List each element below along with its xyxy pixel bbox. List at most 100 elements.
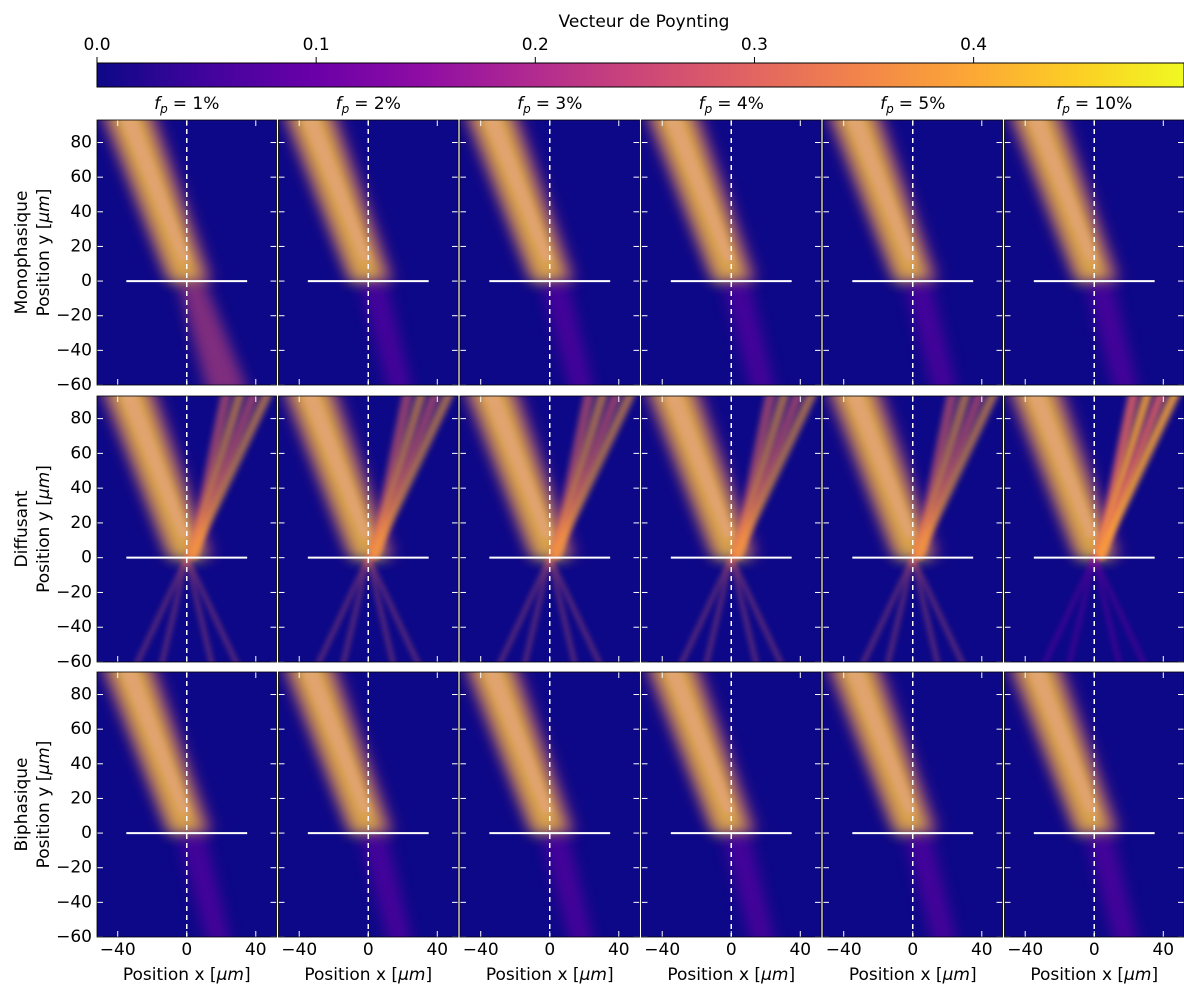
title-subscript: p: [159, 102, 168, 116]
scattered-beam: [186, 396, 259, 558]
panel: [97, 672, 277, 937]
transmitted-beam: [1085, 281, 1137, 385]
x-tick-label: 0: [181, 940, 192, 960]
title-value: = 3%: [536, 94, 583, 114]
column-title: fp = 1%: [154, 94, 219, 116]
scattered-beam: [549, 396, 595, 558]
y-label-part: μm: [34, 472, 54, 500]
x-tick-label: −40: [281, 940, 317, 960]
x-label-part: ]: [970, 965, 977, 985]
transmitted-ray: [911, 557, 939, 662]
scattered-beam: [731, 396, 776, 558]
panel: [460, 396, 640, 662]
y-tick-label: 20: [70, 788, 92, 808]
title-value: = 10%: [1075, 94, 1132, 114]
panel: [1004, 396, 1184, 662]
x-label-part: μm: [760, 965, 788, 985]
x-tick-label: 40: [608, 940, 630, 960]
column-title: fp = 2%: [336, 94, 401, 116]
scattered-beam: [731, 396, 817, 558]
y-tick-label: −20: [56, 306, 92, 326]
colorbar-tick-label: 0.0: [83, 35, 110, 55]
x-label-part: μm: [216, 965, 244, 985]
scattered-beam: [549, 396, 608, 558]
x-axis-label: Position x [μm]: [123, 965, 251, 985]
x-tick-label: 40: [245, 940, 267, 960]
title-subscript: p: [704, 102, 713, 116]
transmitted-beam: [722, 833, 774, 937]
y-tick-label: −60: [56, 375, 92, 395]
x-axis-label: Position x [μm]: [849, 965, 977, 985]
transmitted-ray: [135, 557, 189, 662]
x-tick-label: 0: [1089, 940, 1100, 960]
x-label-part: Position x [: [849, 965, 943, 985]
transmitted-ray: [705, 557, 733, 662]
scattered-beam: [368, 396, 413, 558]
title-symbol: f: [154, 94, 163, 114]
y-tick-label: 60: [70, 719, 92, 739]
scattered-beam: [1094, 396, 1180, 558]
colorbar: [96, 62, 1184, 88]
y-label-part: μm: [34, 195, 54, 223]
y-tick-label: −40: [56, 617, 92, 637]
x-label-part: ]: [244, 965, 251, 985]
row-label: Diffusant: [12, 490, 32, 567]
title-value: = 1%: [173, 94, 220, 114]
y-tick-label: 40: [70, 478, 92, 498]
y-tick-label: 20: [70, 236, 92, 256]
x-label-part: ]: [607, 965, 614, 985]
x-tick-label: −40: [644, 940, 680, 960]
y-label-part: Position y [: [34, 775, 54, 869]
transmitted-ray: [523, 557, 552, 662]
transmitted-ray: [729, 557, 783, 662]
x-axis-label: Position x [μm]: [304, 965, 432, 985]
transmitted-ray: [366, 557, 395, 662]
y-label-part: Position y [: [34, 499, 54, 593]
y-axis-label: Position y [μm]: [34, 465, 54, 593]
x-label-part: ]: [1151, 965, 1158, 985]
transmitted-beam: [903, 281, 956, 385]
title-symbol: f: [517, 94, 526, 114]
title-symbol: f: [880, 94, 889, 114]
column-title: fp = 3%: [517, 94, 582, 116]
panel: [278, 672, 458, 937]
x-tick-label: 40: [971, 940, 993, 960]
panel: [97, 396, 277, 662]
colorbar-tick-label: 0.4: [960, 35, 987, 55]
y-tick-label: −40: [56, 892, 92, 912]
panel-frame: [96, 671, 277, 938]
panel: [641, 120, 821, 385]
transmitted-ray: [729, 557, 758, 662]
title-symbol: f: [699, 94, 708, 114]
x-tick-label: −40: [1007, 940, 1043, 960]
y-tick-label: 80: [70, 133, 92, 153]
transmitted-ray: [1043, 557, 1096, 662]
y-label-part: ]: [34, 189, 54, 196]
x-tick-label: 0: [726, 940, 737, 960]
x-tick-label: 0: [544, 940, 555, 960]
panel-frame: [1004, 119, 1184, 386]
transmitted-ray: [548, 557, 601, 662]
transmitted-ray: [366, 557, 420, 662]
x-label-part: μm: [1123, 965, 1151, 985]
transmitted-ray: [1092, 557, 1146, 662]
title-subscript: p: [885, 102, 894, 116]
x-label-part: Position x [: [486, 965, 580, 985]
scattered-beam: [368, 396, 440, 558]
scattered-beam: [549, 396, 635, 558]
scattered-beam: [731, 396, 790, 558]
scattered-beam: [912, 396, 971, 558]
title-subscript: p: [522, 102, 531, 116]
colorbar-tick-label: 0.1: [303, 35, 330, 55]
x-axis-label: Position x [μm]: [486, 965, 614, 985]
panel-frame: [641, 671, 822, 938]
panel: [823, 396, 1003, 662]
x-tick-label: −40: [826, 940, 862, 960]
column-title: fp = 5%: [880, 94, 945, 116]
x-label-part: Position x [: [123, 965, 217, 985]
title-value: = 4%: [717, 94, 764, 114]
transmitted-ray: [911, 557, 964, 662]
y-tick-label: −60: [56, 652, 92, 672]
scattered-beam: [186, 396, 272, 558]
